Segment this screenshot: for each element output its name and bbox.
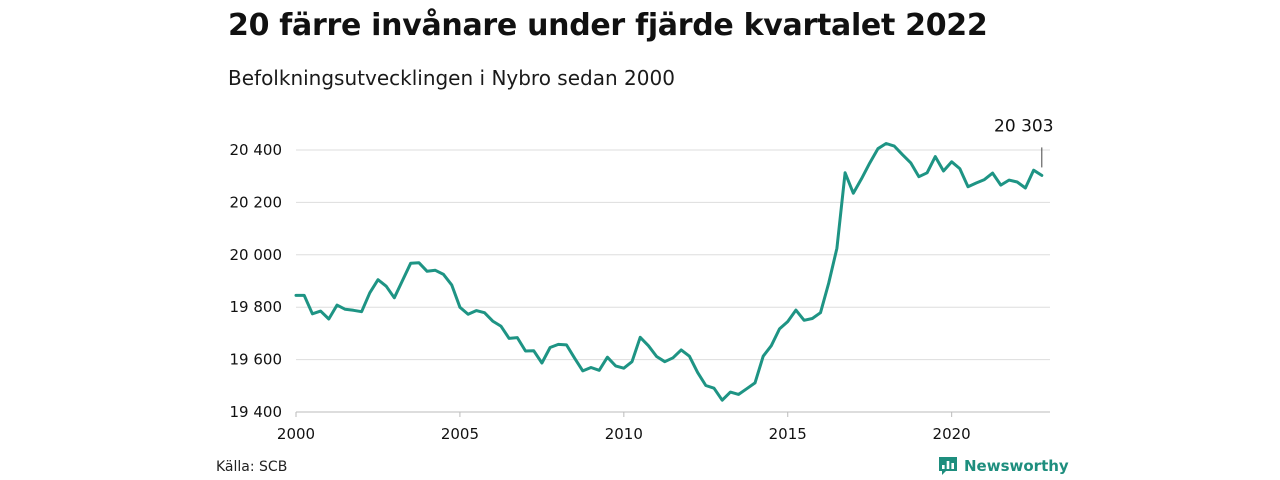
y-tick-label: 20 000 [230,246,283,264]
bar-chart-icon [939,457,957,475]
last-value-annotation: 20 303 [994,116,1054,168]
y-axis-ticks: 19 400 19 600 19 800 20 000 20 200 20 400 [230,141,283,421]
gridlines [296,149,1050,413]
chart-subtitle: Befolkningsutvecklingen i Nybro sedan 20… [228,66,675,90]
x-tick-label: 2005 [441,425,479,443]
brand-name: Newsworthy [964,457,1069,475]
y-tick-label: 20 200 [230,193,283,211]
y-tick-label: 20 400 [230,141,283,159]
y-tick-label: 19 800 [230,298,283,316]
last-value-label: 20 303 [994,116,1053,136]
x-tick-label: 2015 [769,425,807,443]
series [294,142,1044,402]
series-line [294,142,1044,402]
source-note: Källa: SCB [216,459,288,475]
x-tick-label: 2000 [277,425,315,443]
y-tick-label: 19 400 [230,403,283,421]
y-tick-label: 19 600 [230,351,283,369]
x-axis-ticks: 2000 2005 2010 2015 2020 [277,412,971,443]
brand-logo: Newsworthy [938,456,1069,476]
x-tick-label: 2020 [933,425,971,443]
x-tick-label: 2010 [605,425,643,443]
chart-title: 20 färre invånare under fjärde kvartalet… [228,8,988,43]
